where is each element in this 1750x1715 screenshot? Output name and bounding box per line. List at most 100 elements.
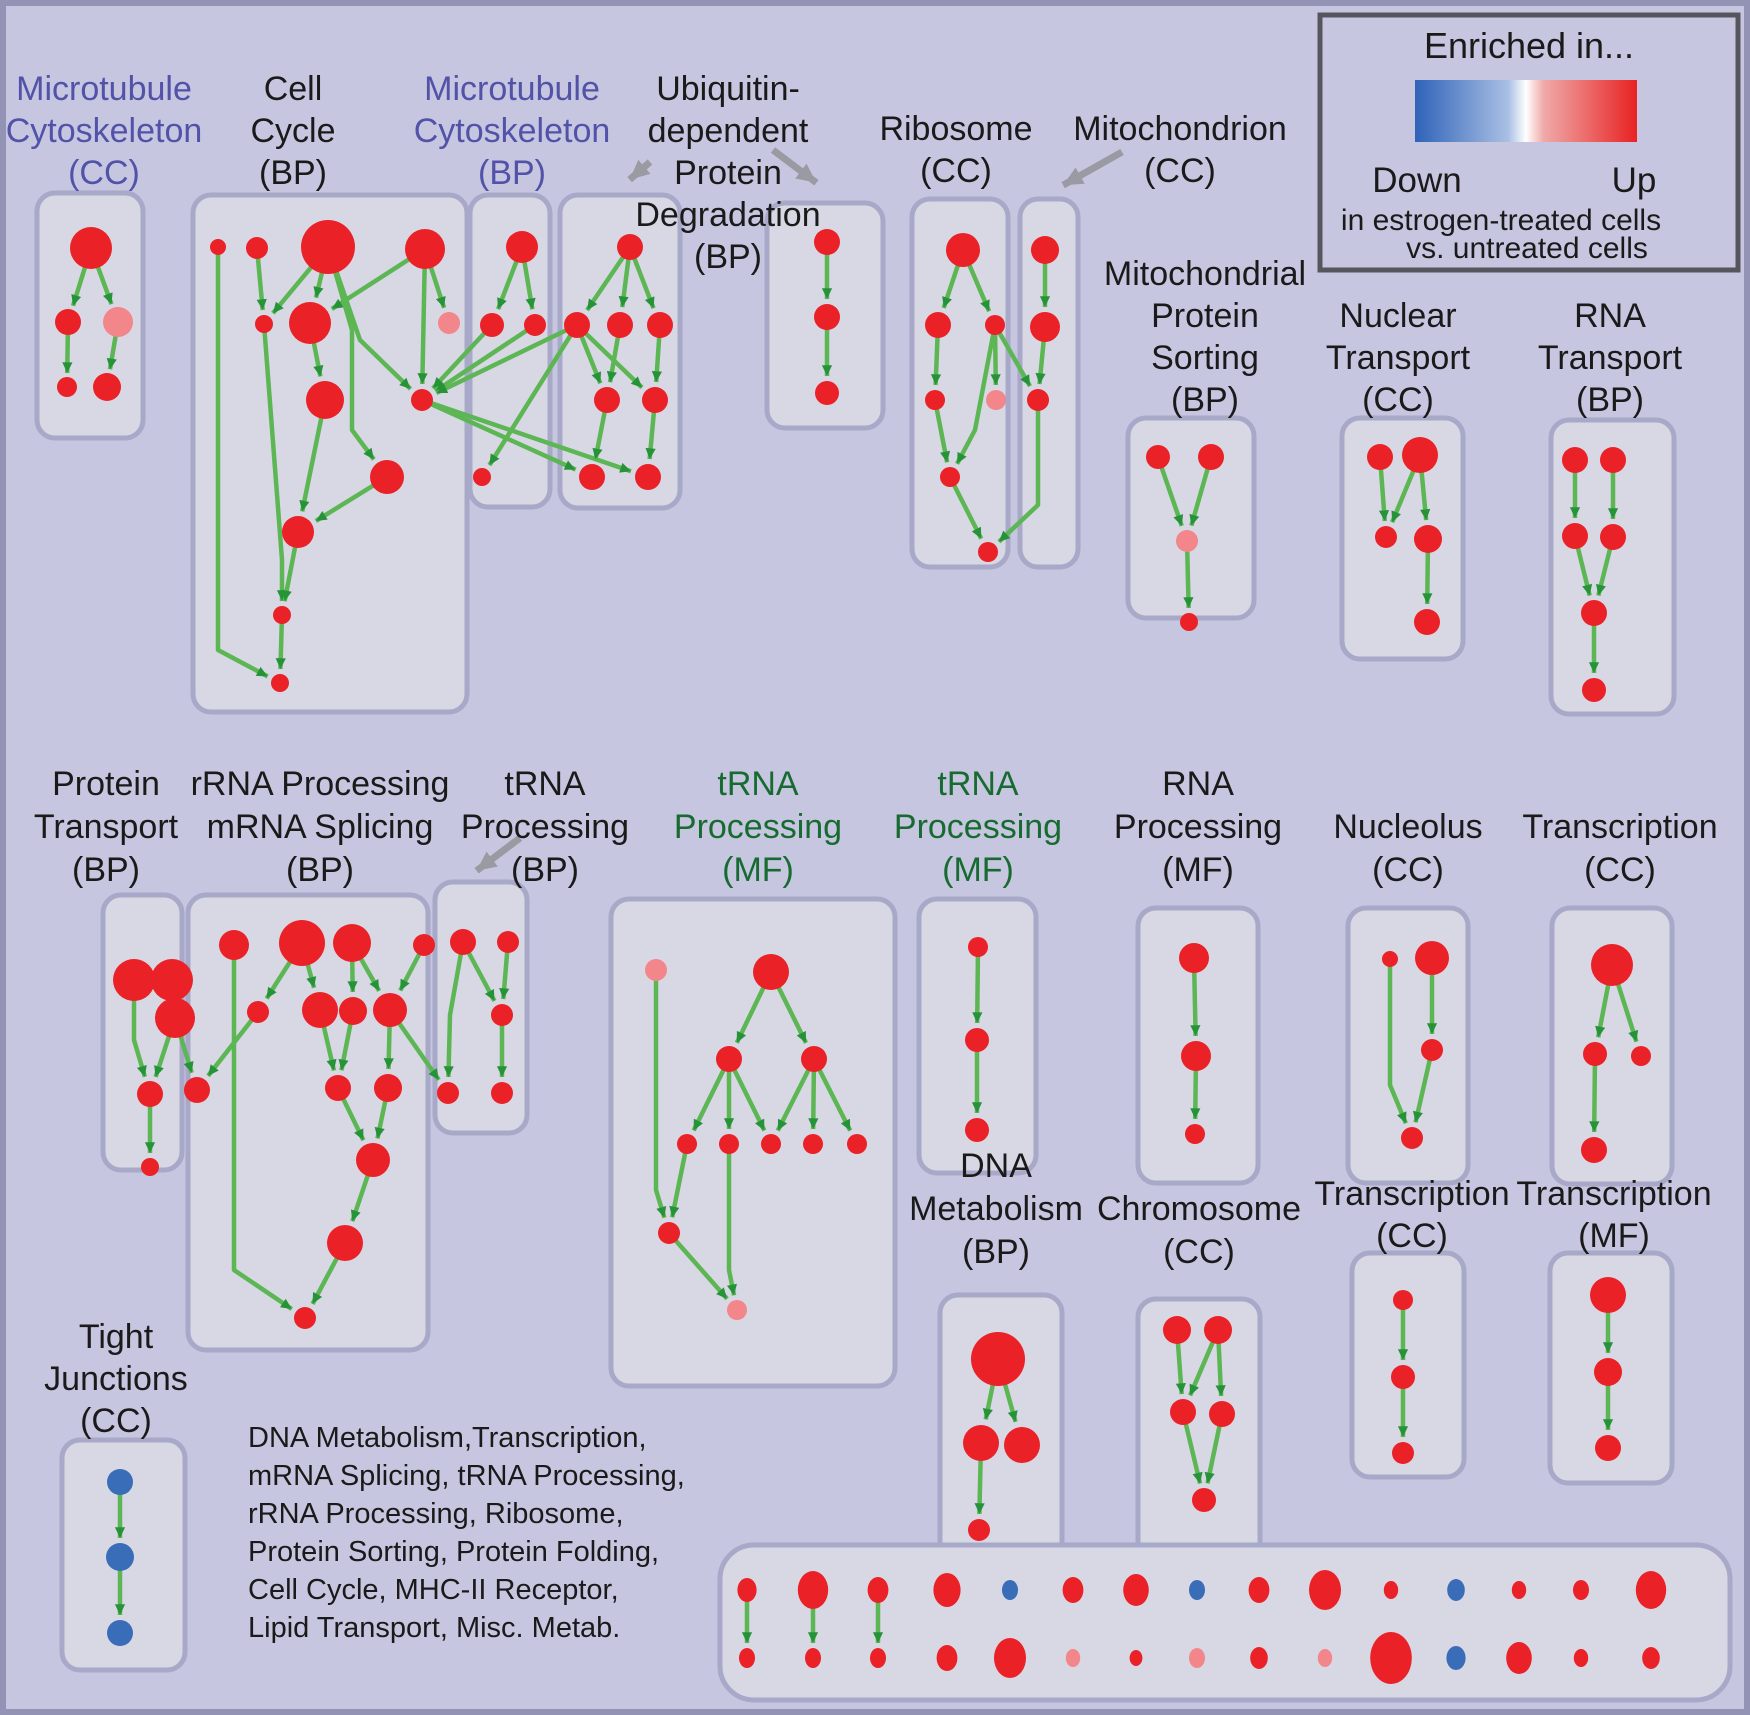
graph-edge [443, 941, 466, 1078]
graph-node [155, 998, 195, 1038]
graph-node [1209, 1401, 1235, 1427]
graph-node [1370, 1632, 1412, 1684]
graph-node [753, 954, 789, 990]
box-rna-transport [1548, 417, 1677, 717]
legend-title: Enriched in... [1424, 25, 1634, 66]
box-transcription-cc-bottom [1349, 1250, 1467, 1480]
graph-edge [261, 323, 288, 601]
graph-node [761, 1134, 781, 1154]
graph-node [271, 674, 289, 692]
graph-node [1582, 678, 1606, 702]
cluster-label-rna-processing-mf: RNA Processing (MF) [1114, 765, 1282, 889]
graph-edge [955, 324, 998, 465]
graph-node [1198, 444, 1224, 470]
graph-node [219, 930, 249, 960]
graph-node [1581, 600, 1607, 626]
graph-node [1590, 1277, 1626, 1313]
graph-node [289, 302, 331, 344]
graph-node [870, 1648, 886, 1668]
legend-down-label: Down [1372, 161, 1461, 200]
graph-edge [325, 246, 376, 461]
cluster-label-mitochondrial-protein-sorting-bp: Mitochondrial Protein Sorting (BP) [1104, 255, 1306, 419]
graph-node [1031, 236, 1059, 264]
cluster-label-transcription-mf: Transcription (MF) [1516, 1175, 1711, 1255]
legend-box [1317, 12, 1741, 273]
graph-node [524, 314, 546, 336]
graph-node [374, 1074, 402, 1102]
graph-node [373, 993, 407, 1027]
graph-node [1250, 1647, 1268, 1669]
graph-node [1642, 1647, 1660, 1669]
cluster-label-dna-metabolism-bp: DNA Metabolism (BP) [909, 1147, 1083, 1271]
graph-node [1189, 1580, 1205, 1600]
graph-node [437, 1082, 459, 1104]
graph-edge [421, 397, 577, 472]
graph-node [1594, 1358, 1622, 1386]
graph-node [963, 1425, 999, 1461]
graph-node [1595, 1435, 1621, 1461]
graph-node [1027, 389, 1049, 411]
cluster-label-protein-transport-bp: Protein Transport (BP) [34, 765, 179, 889]
graph-node [1392, 1442, 1414, 1464]
graph-node [106, 1543, 134, 1571]
cluster-label-transcription-cc-top: Transcription (CC) [1522, 808, 1717, 889]
graph-edge [1412, 1049, 1435, 1123]
graph-node [1583, 1042, 1607, 1066]
cluster-label-trna-processing-mf-1: tRNA Processing (MF) [674, 765, 842, 889]
graph-node [986, 390, 1006, 410]
box-nuclear-transport [1339, 415, 1466, 662]
graph-node [814, 304, 840, 330]
graph-node [1146, 445, 1170, 469]
graph-node [1375, 526, 1397, 548]
graph-node [1179, 943, 1209, 973]
legend-subtitle-1: in estrogen-treated cells [1341, 204, 1661, 237]
graph-node [815, 381, 839, 405]
graph-node [1382, 951, 1398, 967]
graph-node [70, 227, 112, 269]
graph-node [1383, 1581, 1399, 1599]
graph-edge [811, 1057, 853, 1132]
graph-node [93, 373, 121, 401]
cluster-label-rna-transport-bp: RNA Transport (BP) [1538, 297, 1683, 419]
graph-node [1600, 447, 1626, 473]
graph-edge [435, 322, 578, 396]
graph-edge [417, 248, 428, 385]
graph-node [107, 1469, 133, 1495]
graph-node [1635, 1571, 1667, 1609]
graph-node [1421, 1039, 1443, 1061]
graph-node [1181, 1041, 1211, 1071]
graph-node [847, 1134, 867, 1154]
graph-edge [667, 1231, 729, 1301]
graph-node [1309, 1570, 1341, 1610]
graph-node [184, 1077, 210, 1103]
graph-node [273, 606, 291, 624]
graph-node [1581, 1137, 1607, 1163]
graph-node [739, 1648, 755, 1668]
graph-node [1129, 1650, 1143, 1666]
graph-node [1192, 1488, 1216, 1512]
graph-node [1573, 1649, 1589, 1667]
graph-node [978, 542, 998, 562]
graph-edge [231, 945, 294, 1311]
graph-edge [669, 1143, 690, 1218]
annot-arrow-ubiquitin-left [627, 159, 653, 183]
graph-node [1414, 525, 1442, 553]
graph-node [805, 1648, 821, 1668]
box-mixed-terms [717, 1542, 1733, 1703]
legend-gradient-bar [1415, 80, 1637, 142]
graph-edge [1589, 1053, 1600, 1133]
cluster-label-microtubule-cytoskeleton-bp: Microtubule Cytoskeleton (BP) [414, 70, 611, 192]
graph-node [564, 312, 590, 338]
box-mitochondrion [1017, 196, 1081, 570]
graph-node [255, 315, 273, 333]
graph-node [716, 1046, 742, 1072]
box-mito-sorting [1125, 415, 1257, 621]
box-transcription-cc-top [1549, 905, 1675, 1187]
graph-node [55, 309, 81, 335]
graph-node [450, 929, 476, 955]
graph-node [994, 1638, 1026, 1678]
graph-edge [653, 970, 667, 1219]
cluster-label-microtubule-cytoskeleton-cc: Microtubule Cytoskeleton (CC) [6, 70, 203, 192]
